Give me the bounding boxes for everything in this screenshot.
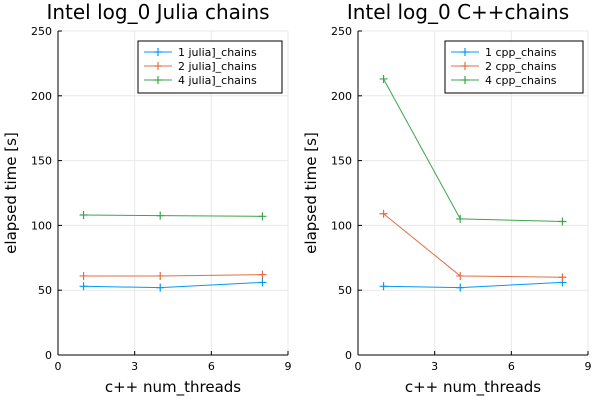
legend-label: 1 cpp_chains bbox=[485, 46, 557, 59]
y-tick-label: 200 bbox=[331, 90, 352, 103]
x-axis-label: c++ num_threads bbox=[405, 378, 541, 397]
data-point bbox=[79, 282, 88, 291]
y-axis-label: elapsed time [s] bbox=[302, 132, 320, 254]
data-point bbox=[258, 278, 267, 287]
x-tick-label: 0 bbox=[55, 360, 62, 373]
data-point bbox=[456, 283, 465, 292]
x-axis-label: c++ num_threads bbox=[105, 378, 241, 397]
legend-marker bbox=[461, 76, 469, 84]
legend-label: 4 julia]_chains bbox=[178, 74, 257, 87]
data-point bbox=[558, 217, 567, 226]
y-tick-label: 200 bbox=[31, 90, 52, 103]
legend-box bbox=[137, 40, 283, 94]
legend-marker bbox=[154, 48, 162, 56]
data-point bbox=[258, 212, 267, 221]
legend-marker bbox=[154, 62, 162, 70]
y-tick-label: 0 bbox=[45, 349, 52, 362]
legend-label: 2 julia]_chains bbox=[178, 60, 257, 73]
y-tick-label: 0 bbox=[345, 349, 352, 362]
x-tick-label: 3 bbox=[131, 360, 138, 373]
series-line-1 bbox=[83, 281, 263, 289]
legend-label: 2 cpp_chains bbox=[485, 60, 557, 73]
series-line-1 bbox=[383, 281, 563, 289]
data-point bbox=[156, 271, 165, 280]
legend-label: 4 cpp_chains bbox=[485, 74, 557, 87]
y-tick-label: 100 bbox=[331, 219, 352, 232]
data-point bbox=[558, 273, 567, 282]
series-line-2 bbox=[83, 274, 263, 277]
data-point bbox=[379, 282, 388, 291]
x-tick-label: 9 bbox=[585, 360, 592, 373]
data-point bbox=[79, 271, 88, 280]
series-line-2 bbox=[383, 213, 563, 278]
data-point bbox=[258, 270, 267, 279]
data-point bbox=[456, 271, 465, 280]
x-tick-label: 9 bbox=[285, 360, 292, 373]
legend-marker bbox=[461, 62, 469, 70]
y-tick-label: 50 bbox=[38, 284, 52, 297]
x-tick-label: 3 bbox=[431, 360, 438, 373]
x-tick-label: 6 bbox=[208, 360, 215, 373]
y-tick-label: 250 bbox=[31, 25, 52, 38]
series-line-3 bbox=[83, 214, 263, 217]
y-axis-label: elapsed time [s] bbox=[2, 132, 20, 254]
chart-title: Intel log_0 Julia chains bbox=[46, 0, 269, 24]
data-point bbox=[79, 211, 88, 220]
legend-marker bbox=[154, 76, 162, 84]
legend-marker bbox=[461, 48, 469, 56]
y-tick-label: 50 bbox=[338, 284, 352, 297]
legend-box bbox=[444, 40, 584, 94]
y-tick-label: 150 bbox=[31, 155, 52, 168]
data-point bbox=[379, 209, 388, 218]
legend-label: 1 julia]_chains bbox=[178, 46, 257, 59]
data-point bbox=[379, 74, 388, 83]
series-line-3 bbox=[383, 78, 563, 223]
data-point bbox=[156, 211, 165, 220]
data-point bbox=[156, 283, 165, 292]
chart-title: Intel log_0 C++chains bbox=[347, 0, 569, 24]
data-point bbox=[456, 214, 465, 223]
x-tick-label: 0 bbox=[355, 360, 362, 373]
x-tick-label: 6 bbox=[508, 360, 515, 373]
y-tick-label: 100 bbox=[31, 219, 52, 232]
y-tick-label: 250 bbox=[331, 25, 352, 38]
y-tick-label: 150 bbox=[331, 155, 352, 168]
